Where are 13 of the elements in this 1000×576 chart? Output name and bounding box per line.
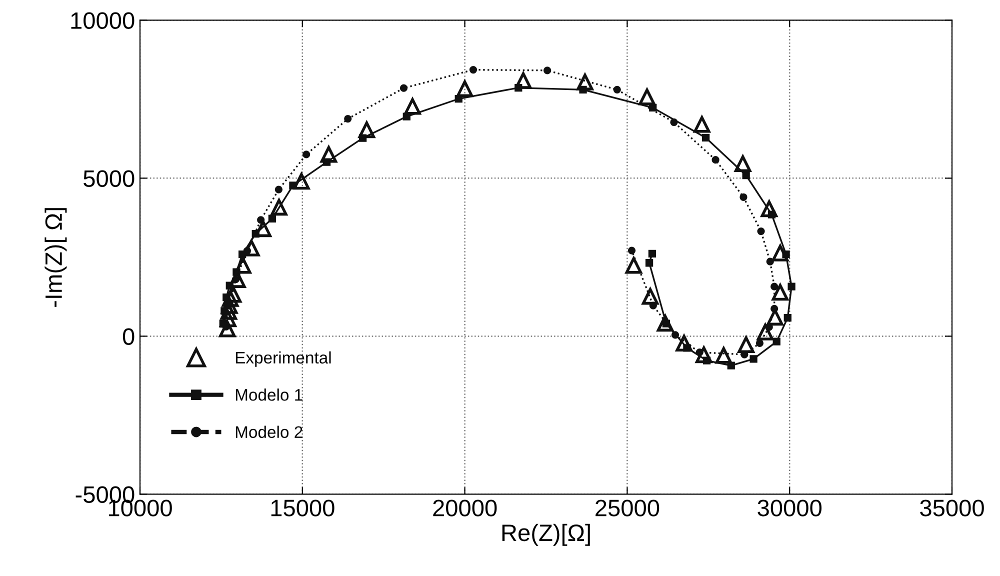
x-tick-label: 15000: [271, 500, 334, 516]
y-tick-label: 5000: [84, 170, 134, 187]
legend-label: Experimental: [236, 351, 331, 367]
x-tick-label: 30000: [758, 500, 822, 516]
legend-label: Modelo 1: [236, 388, 302, 401]
x-tick-label: 20000: [433, 500, 497, 516]
y-tick-label: 10000: [71, 12, 134, 29]
x-tick-label: 25000: [596, 500, 660, 516]
x-tick-label: 35000: [920, 500, 984, 516]
y-tick-label: 0: [122, 328, 134, 345]
legend-label: Modelo 2: [236, 426, 302, 438]
y-axis-title: -Im(Z)[ Ω]: [44, 208, 67, 307]
x-axis-title: Re(Z)[Ω]: [502, 524, 590, 546]
